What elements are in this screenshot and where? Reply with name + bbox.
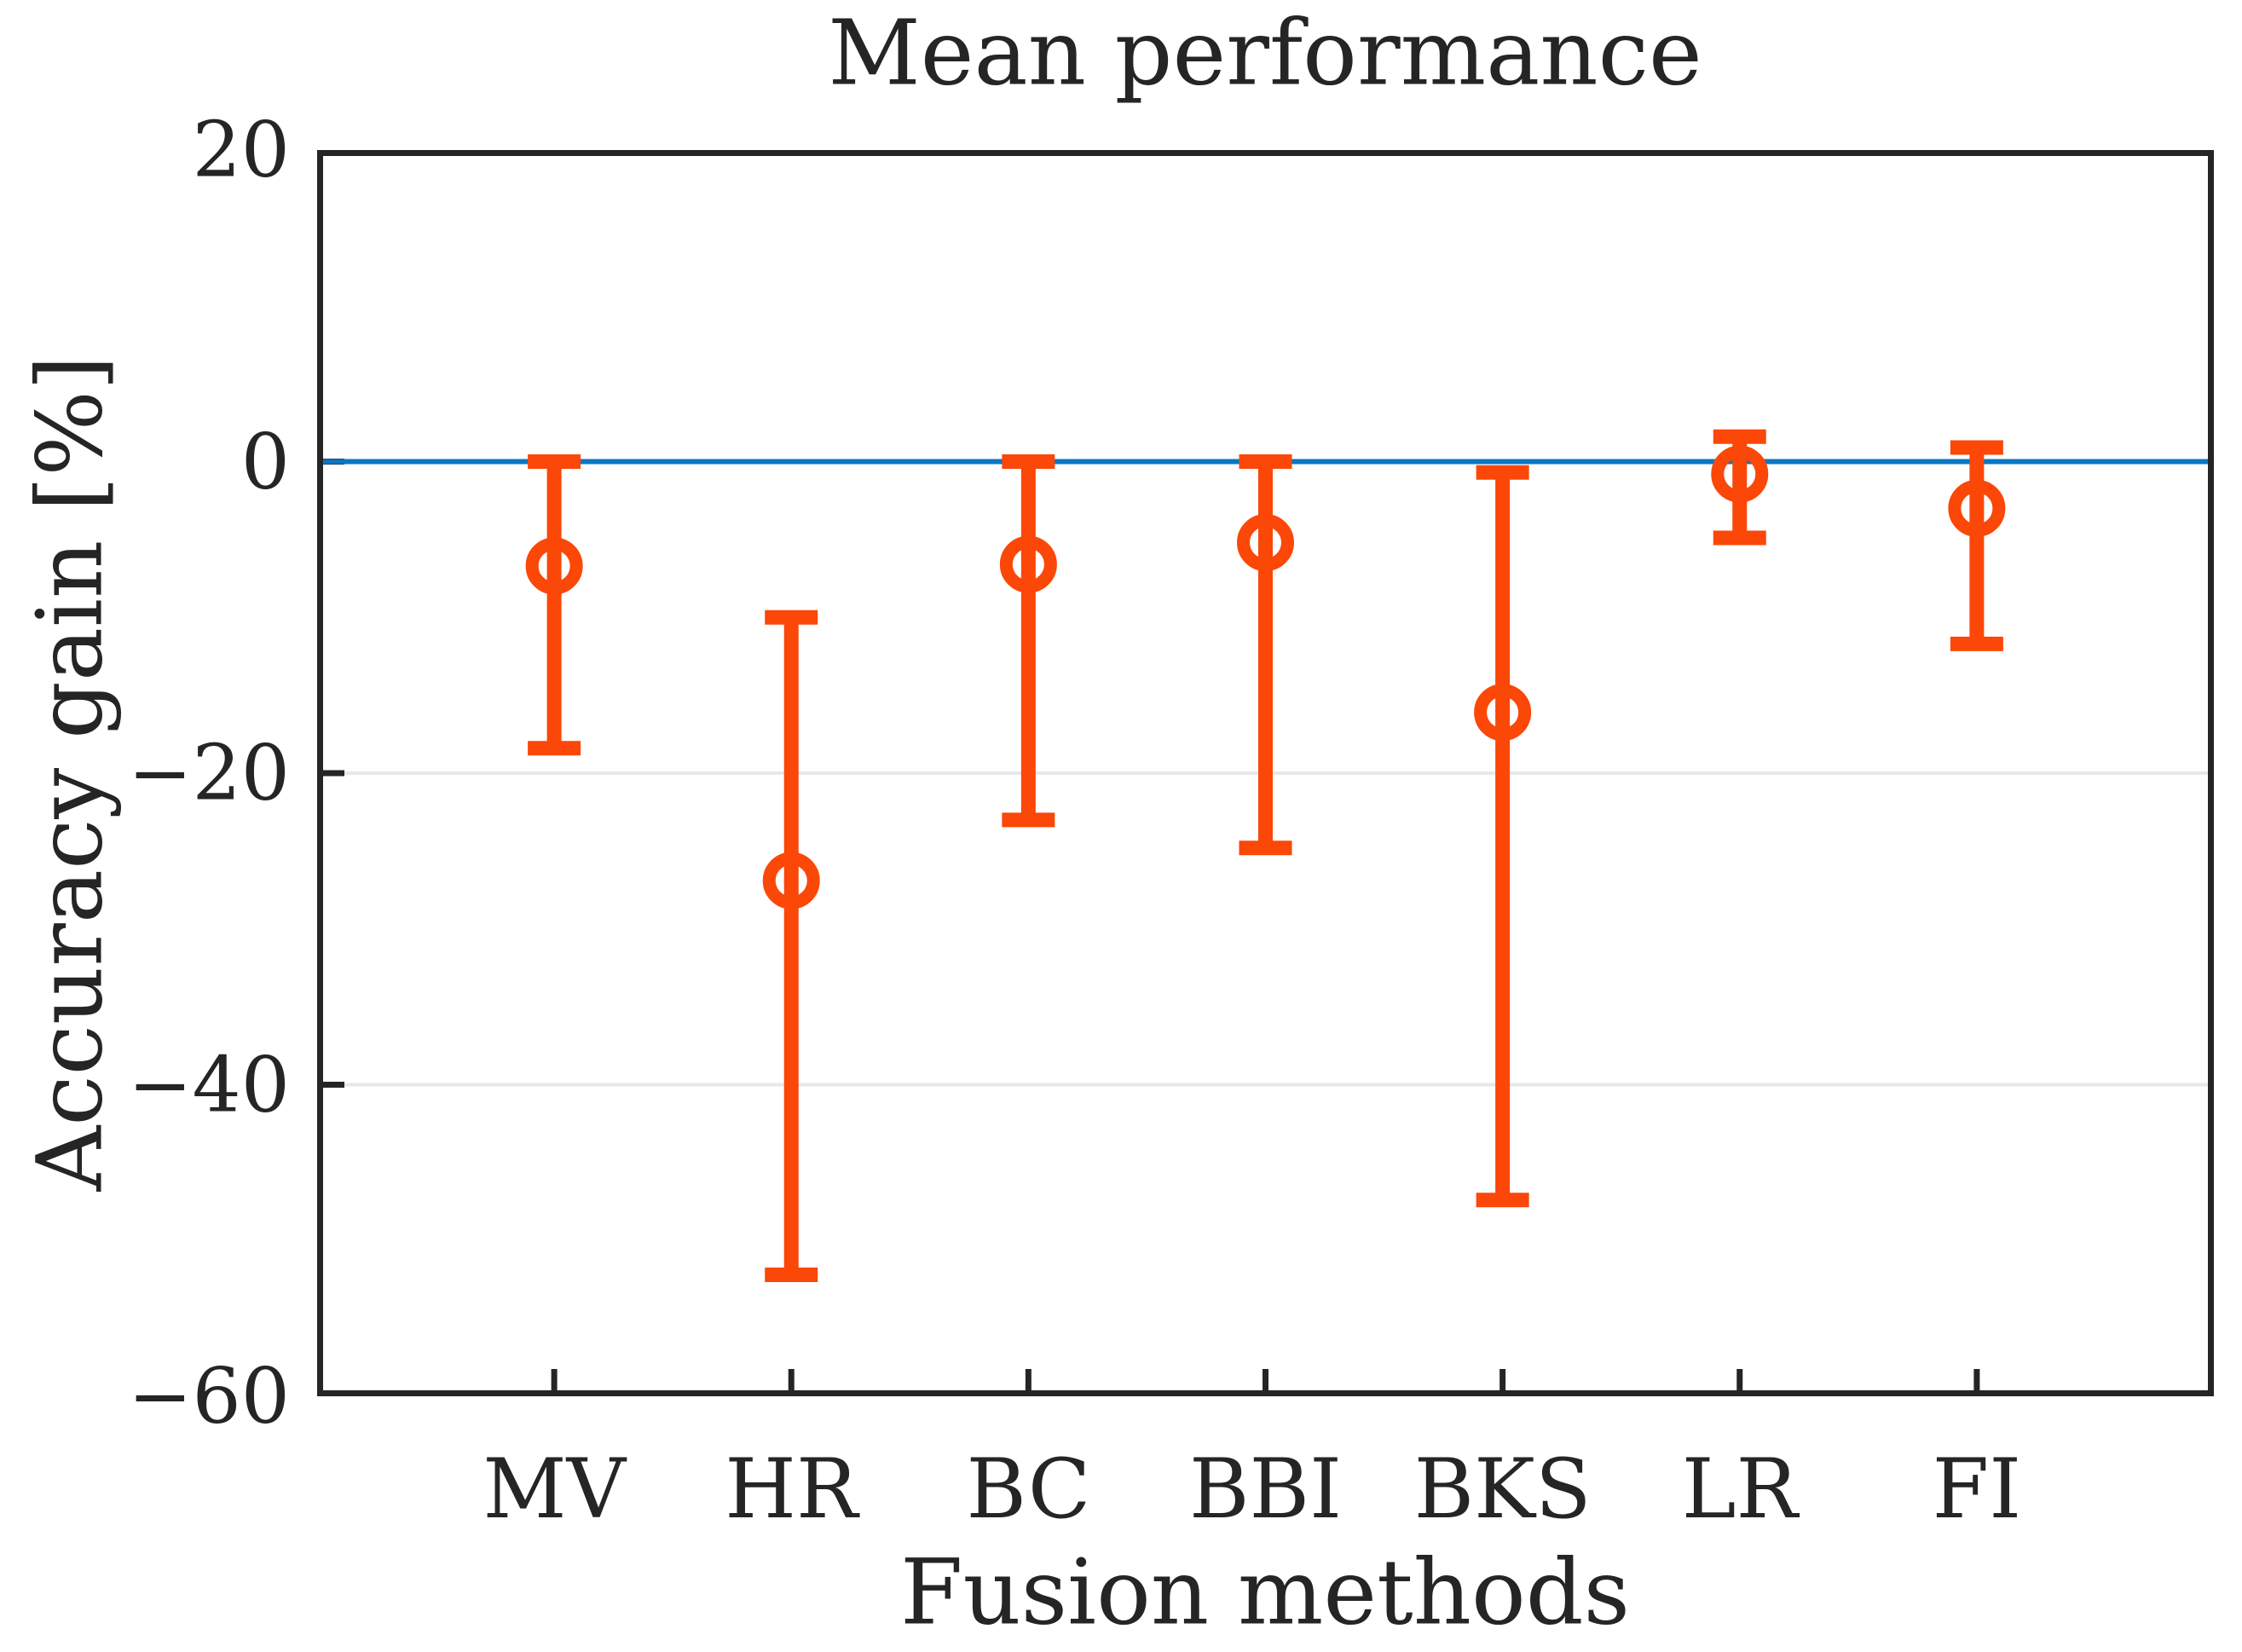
- mean-marker-BC: [999, 535, 1057, 593]
- mean-marker-MV: [525, 537, 583, 595]
- mean-marker-HR: [762, 852, 820, 910]
- chart-title: Mean performance: [828, 0, 1702, 106]
- x-axis-label: Fusion methods: [899, 1539, 1631, 1645]
- errorbar-plot: [317, 150, 2214, 1396]
- x-tick-label-LR: LR: [1681, 1441, 1798, 1537]
- mean-marker-BKS: [1474, 684, 1532, 742]
- y-axis-label: Accuracy gain [%]: [17, 355, 123, 1192]
- y-tick-label: −20: [128, 728, 290, 818]
- y-tick-label: 20: [192, 105, 290, 195]
- y-tick-label: −40: [128, 1040, 290, 1129]
- x-tick-label-MV: MV: [482, 1441, 626, 1537]
- mean-marker-FI: [1948, 479, 2006, 537]
- x-tick-label-BC: BC: [966, 1441, 1091, 1537]
- x-tick-label-FI: FI: [1932, 1441, 2022, 1537]
- x-tick-label-HR: HR: [725, 1441, 858, 1537]
- y-tick-label: 0: [240, 417, 290, 506]
- x-tick-label-BBI: BBI: [1188, 1441, 1343, 1537]
- x-tick-label-BKS: BKS: [1413, 1441, 1592, 1537]
- mean-marker-LR: [1711, 445, 1769, 503]
- mean-marker-BBI: [1237, 514, 1294, 572]
- plot-frame: [317, 150, 2214, 1396]
- y-tick-label: −60: [128, 1351, 290, 1441]
